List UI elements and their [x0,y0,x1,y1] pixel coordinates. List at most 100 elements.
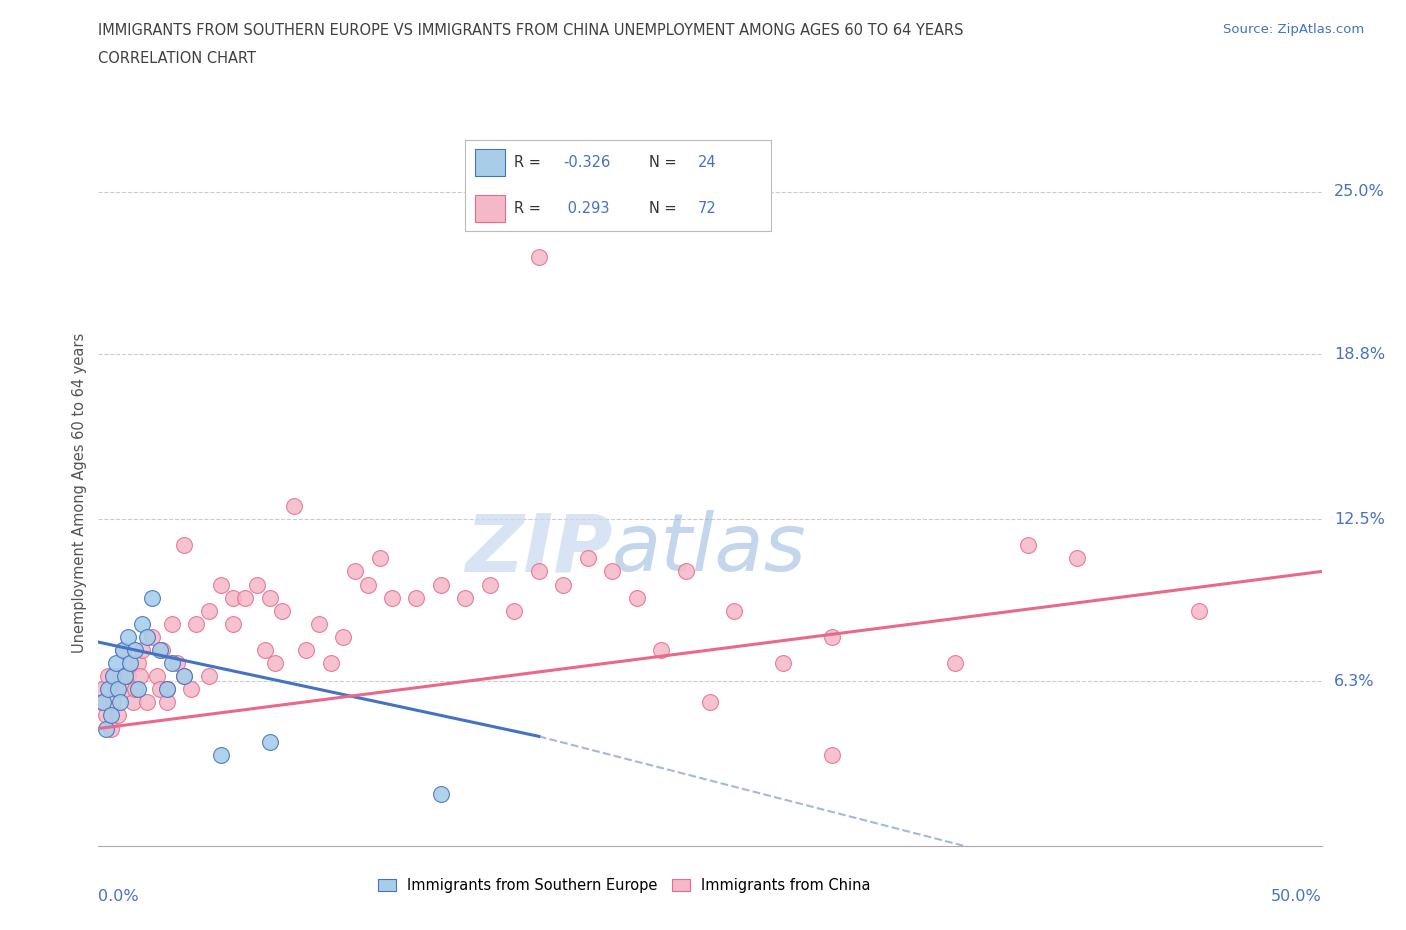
Point [91,682,114,697]
Point [319,656,342,671]
Point [114,682,136,697]
Text: 25.0%: 25.0% [1334,184,1385,199]
Point [104,682,127,697]
Point [180,682,202,697]
Point [124,643,146,658]
Point [246,578,269,592]
Point [253,643,276,658]
Point [527,564,550,578]
Text: 12.5%: 12.5% [1334,512,1385,526]
Point [173,669,195,684]
Point [553,578,575,592]
Point [344,564,367,578]
Point [114,669,136,684]
Point [263,656,285,671]
Text: CORRELATION CHART: CORRELATION CHART [98,51,256,66]
Text: 6.3%: 6.3% [1334,674,1375,689]
Text: 0.0%: 0.0% [98,889,139,904]
Point [1188,604,1211,618]
Point [186,617,208,631]
Point [129,669,152,684]
Point [131,643,153,658]
Point [111,643,134,658]
Point [233,591,256,605]
Point [209,747,232,762]
Point [222,617,245,631]
Point [104,656,127,671]
Point [141,591,163,605]
Point [222,591,245,605]
Point [107,708,129,723]
Point [120,656,142,671]
Point [91,695,114,710]
Point [283,498,305,513]
Text: 18.8%: 18.8% [1334,347,1385,362]
Point [405,591,427,605]
Point [943,656,966,671]
Point [146,669,169,684]
Point [156,695,179,710]
Point [107,682,129,697]
Point [111,643,134,658]
Point [90,695,112,710]
Point [173,538,195,552]
Point [124,682,146,697]
Point [97,682,120,697]
Point [1066,551,1088,565]
Point [160,656,183,671]
Point [503,604,526,618]
Y-axis label: Unemployment Among Ages 60 to 64 years: Unemployment Among Ages 60 to 64 years [72,333,87,653]
Point [94,708,117,723]
Text: atlas: atlas [612,511,807,589]
Point [478,578,501,592]
Point [259,734,281,749]
Point [110,695,132,710]
Point [136,630,159,644]
Point [454,591,477,605]
Point [136,695,159,710]
Point [723,604,745,618]
Point [110,669,132,684]
Point [209,578,232,592]
Point [1017,538,1039,552]
Point [101,695,124,710]
Point [120,656,142,671]
Point [131,617,153,631]
Point [295,643,318,658]
Point [160,617,183,631]
Point [156,682,179,697]
Point [100,708,122,723]
Text: IMMIGRANTS FROM SOUTHERN EUROPE VS IMMIGRANTS FROM CHINA UNEMPLOYMENT AMONG AGES: IMMIGRANTS FROM SOUTHERN EUROPE VS IMMIG… [98,23,965,38]
Point [173,669,195,684]
Point [197,669,219,684]
Point [699,695,721,710]
Point [127,682,149,697]
Point [97,669,120,684]
Point [101,669,124,684]
Point [117,630,139,644]
Point [141,630,163,644]
Text: ZIP: ZIP [465,511,612,589]
Point [576,551,599,565]
Point [626,591,648,605]
Point [821,630,844,644]
Point [127,656,149,671]
Point [156,682,179,697]
Point [166,656,188,671]
Point [368,551,391,565]
Point [150,643,173,658]
Point [356,578,378,592]
Point [821,747,844,762]
Point [430,578,453,592]
Point [149,643,172,658]
Point [332,630,354,644]
Point [600,564,623,578]
Point [772,656,794,671]
Legend: Immigrants from Southern Europe, Immigrants from China: Immigrants from Southern Europe, Immigra… [373,872,876,899]
Point [121,695,143,710]
Point [117,669,139,684]
Point [94,721,117,736]
Point [650,643,672,658]
Point [100,721,122,736]
Point [270,604,294,618]
